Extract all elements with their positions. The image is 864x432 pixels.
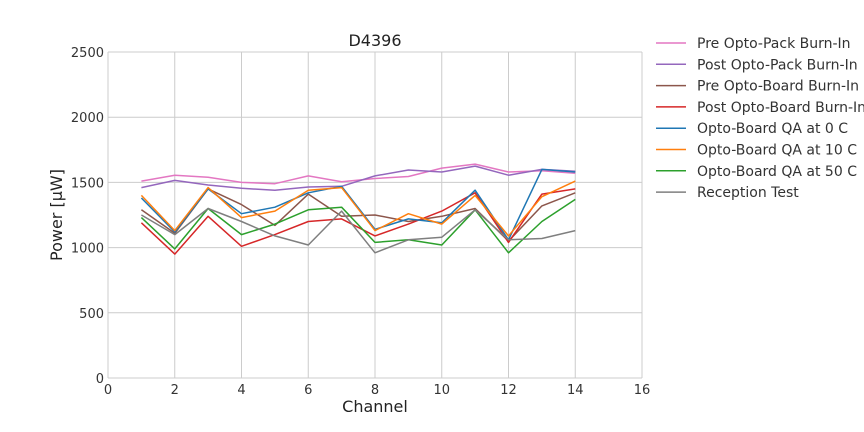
x-tick-label: 2: [171, 383, 179, 398]
y-tick-label: 500: [79, 307, 104, 322]
x-tick-label: 16: [634, 383, 651, 398]
legend-label: Post Opto-Board Burn-In: [697, 100, 864, 116]
chart-title: D4396: [348, 31, 401, 50]
axes: 0 2 4 6 8 10 12 14 16 0 500 1000 1500 2000 2500: [71, 46, 650, 398]
y-tick-label: 0: [96, 372, 104, 387]
series-line-1: [141, 165, 576, 191]
legend-label: Opto-Board QA at 50 C: [697, 164, 857, 180]
grid: [107, 51, 643, 379]
series-line-0: [141, 163, 576, 185]
series-line-7: [141, 207, 576, 254]
legend-label: Opto-Board QA at 10 C: [697, 143, 857, 159]
x-tick-label: 10: [433, 383, 450, 398]
legend-label: Post Opto-Pack Burn-In: [697, 57, 858, 73]
legend-label: Opto-Board QA at 0 C: [697, 121, 848, 137]
legend-label: Pre Opto-Board Burn-In: [697, 79, 859, 95]
y-tick-label: 2500: [71, 46, 104, 61]
series-line-3: [140, 188, 576, 255]
legend-label: Reception Test: [697, 185, 799, 201]
x-tick-label: 14: [567, 383, 584, 398]
y-tick-label: 2000: [71, 111, 104, 126]
x-tick-label: 12: [500, 383, 517, 398]
legend: Pre Opto-Pack Burn-In Post Opto-Pack Burn…: [656, 36, 864, 201]
x-tick-label: 6: [304, 383, 312, 398]
legend-label: Pre Opto-Pack Burn-In: [697, 36, 851, 52]
y-axis-title: Power [μW]: [47, 169, 66, 261]
x-axis-title: Channel: [342, 397, 408, 416]
series-line-5: [140, 180, 576, 237]
series-lines: [140, 163, 576, 255]
x-tick-label: 0: [104, 383, 112, 398]
series-line-6: [140, 198, 576, 254]
x-tick-label: 8: [371, 383, 379, 398]
y-tick-label: 1500: [71, 176, 104, 191]
x-tick-label: 4: [237, 383, 245, 398]
y-tick-label: 1000: [71, 242, 104, 257]
